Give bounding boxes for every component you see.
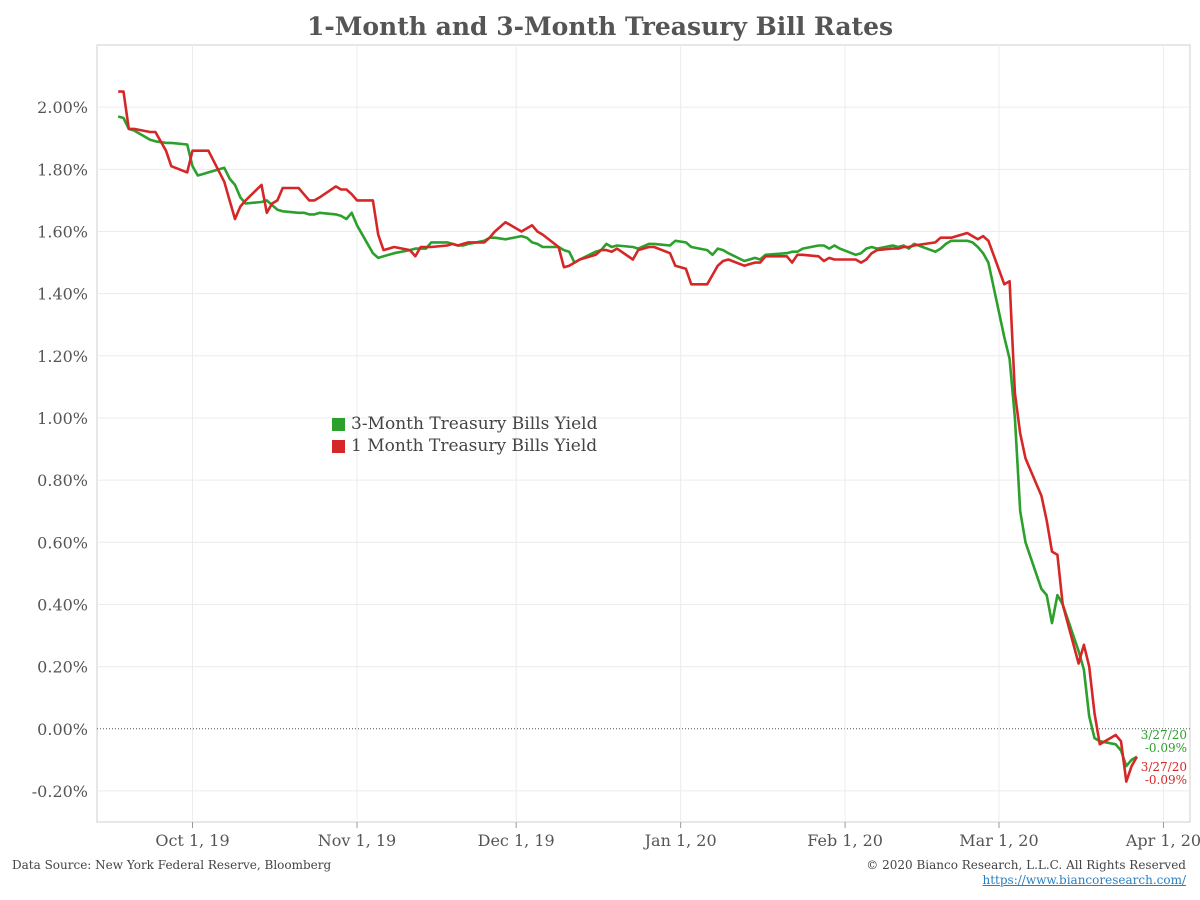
- x-tick-label: Nov 1, 19: [318, 831, 396, 850]
- y-tick-label: 1.40%: [37, 285, 88, 304]
- end-label-1-month: 3/27/20 -0.09%: [1141, 761, 1187, 787]
- end-label-1-month-date: 3/27/20: [1140, 760, 1187, 774]
- end-label-3-month-value: -0.09%: [1144, 741, 1187, 755]
- x-tick-label: Mar 1, 20: [959, 831, 1038, 850]
- x-tick-label: Dec 1, 19: [478, 831, 555, 850]
- legend-item-3-month: 3-Month Treasury Bills Yield: [332, 413, 597, 435]
- copyright: © 2020 Bianco Research, L.L.C. All Right…: [866, 858, 1186, 872]
- data-source: Data Source: New York Federal Reserve, B…: [12, 858, 332, 872]
- x-tick-label: Feb 1, 20: [807, 831, 883, 850]
- plot-frame: [96, 44, 1191, 823]
- website-link[interactable]: https://www.biancoresearch.com/: [982, 873, 1186, 887]
- footer-credits: © 2020 Bianco Research, L.L.C. All Right…: [866, 858, 1186, 888]
- end-label-3-month: 3/27/20 -0.09%: [1141, 729, 1187, 755]
- end-label-3-month-date: 3/27/20: [1140, 728, 1187, 742]
- series-lines: [117, 90, 1139, 783]
- axes: 2.00% 1.80% 1.60% 1.40% 1.20% 1.00% 0.80% 0.60%…: [32, 98, 1200, 850]
- y-tick-label: 2.00%: [37, 98, 88, 117]
- y-tick-label: 0.60%: [37, 533, 88, 552]
- x-tick-label: Apr 1, 20: [1125, 831, 1200, 850]
- y-tick-label: 0.80%: [37, 471, 88, 490]
- grid: [96, 44, 1191, 823]
- y-tick-label: 1.60%: [37, 222, 88, 241]
- legend-label-1-month: 1 Month Treasury Bills Yield: [351, 436, 598, 456]
- y-tick-label: 1.80%: [37, 160, 88, 179]
- series-line-1-month: [118, 90, 1139, 783]
- legend-label-3-month: 3-Month Treasury Bills Yield: [351, 414, 598, 434]
- x-tick-label: Oct 1, 19: [155, 831, 229, 850]
- legend-swatch-3-month: [332, 417, 345, 431]
- y-tick-label: 1.20%: [37, 347, 88, 366]
- chart-title: 1-Month and 3-Month Treasury Bill Rates: [306, 12, 894, 41]
- legend: 3-Month Treasury Bills Yield 1 Month Tre…: [332, 413, 597, 457]
- y-tick-label: 0.40%: [37, 595, 88, 614]
- legend-swatch-1-month: [332, 439, 345, 453]
- series-line-3-month: [117, 115, 1138, 768]
- y-tick-label: 1.00%: [37, 409, 88, 428]
- y-tick-label: -0.20%: [32, 782, 88, 801]
- legend-item-1-month: 1 Month Treasury Bills Yield: [332, 435, 597, 457]
- end-label-1-month-value: -0.09%: [1144, 773, 1187, 787]
- y-tick-label: 0.00%: [37, 720, 88, 739]
- x-tick-label: Jan 1, 20: [643, 831, 717, 850]
- y-tick-label: 0.20%: [37, 658, 88, 677]
